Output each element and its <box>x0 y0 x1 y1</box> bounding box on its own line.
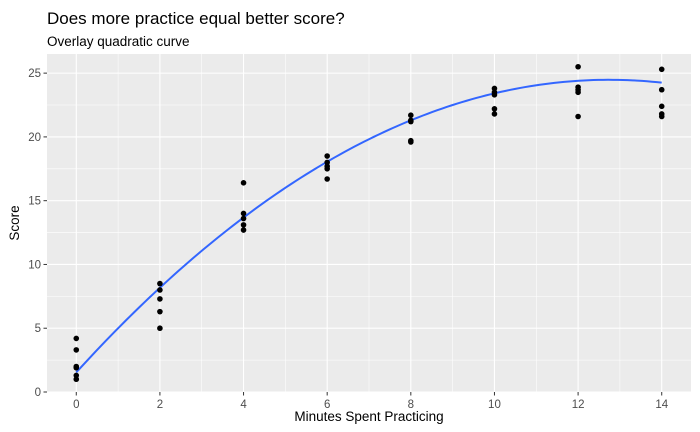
chart-title: Does more practice equal better score? <box>47 9 345 28</box>
y-tick-label: 15 <box>28 196 41 208</box>
data-point <box>157 325 163 332</box>
data-point <box>73 364 80 371</box>
data-point <box>491 106 498 112</box>
data-point <box>73 335 80 342</box>
data-point <box>575 63 581 70</box>
data-point <box>324 159 330 166</box>
data-point <box>575 113 581 120</box>
x-tick-label: 10 <box>488 399 501 411</box>
x-tick-label: 12 <box>572 399 585 411</box>
chart-subtitle: Overlay quadratic curve <box>47 34 190 49</box>
data-point <box>408 139 414 145</box>
x-tick-label: 6 <box>324 399 330 411</box>
data-point <box>240 215 247 222</box>
data-point <box>491 85 498 92</box>
data-point <box>658 103 665 110</box>
data-point <box>240 180 247 186</box>
x-tick-label: 2 <box>157 399 163 411</box>
quadratic-fit-curve <box>75 78 662 374</box>
y-tick-label: 5 <box>35 323 41 335</box>
data-point <box>491 92 498 98</box>
data-point <box>240 210 247 217</box>
x-tick-label: 8 <box>408 399 414 411</box>
x-tick-label: 14 <box>655 399 668 411</box>
data-point <box>240 227 247 233</box>
y-tick-label: 20 <box>28 132 41 144</box>
y-tick-label: 0 <box>35 387 41 399</box>
y-axis-title: Score <box>7 205 22 240</box>
data-point <box>157 287 163 293</box>
y-tick-label: 10 <box>28 259 41 271</box>
x-tick-label: 0 <box>73 399 79 411</box>
data-point <box>157 296 163 302</box>
data-point <box>408 112 414 119</box>
x-tick-label: 4 <box>240 399 247 411</box>
data-point <box>575 89 581 96</box>
data-point <box>491 111 498 117</box>
data-point <box>240 222 247 228</box>
data-point <box>73 347 80 353</box>
data-point <box>324 165 330 172</box>
data-points <box>73 63 665 383</box>
x-axis: 0 2 4 6 8 10 12 14 <box>73 392 669 411</box>
x-axis-title: Minutes Spent Practicing <box>294 409 443 424</box>
data-point <box>324 176 330 182</box>
data-point <box>658 66 665 73</box>
y-axis: 0 5 10 15 20 25 <box>28 68 47 399</box>
data-point <box>157 280 163 287</box>
data-point <box>408 118 414 125</box>
data-point <box>324 153 330 159</box>
data-point <box>73 372 80 379</box>
y-tick-label: 25 <box>28 68 41 80</box>
data-point <box>73 376 80 383</box>
data-point <box>157 308 163 315</box>
data-point <box>658 86 665 93</box>
data-point <box>658 113 665 120</box>
